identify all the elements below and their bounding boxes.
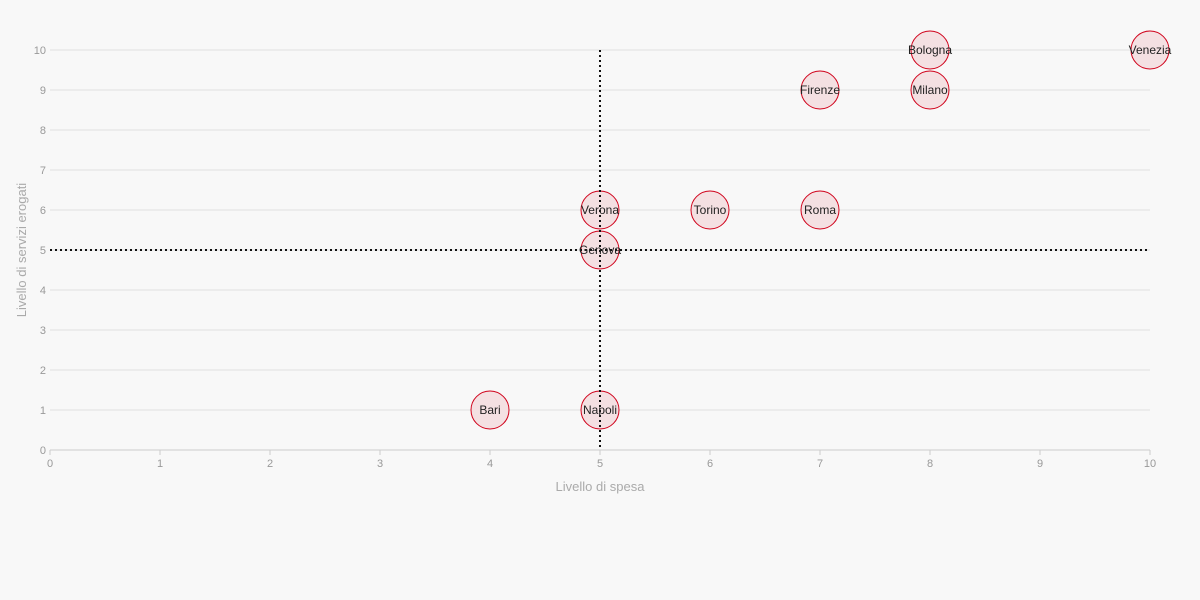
point-label: Torino xyxy=(694,203,727,217)
data-point xyxy=(1130,30,1170,70)
x-tick-label: 0 xyxy=(47,458,53,470)
point-label: Napoli xyxy=(583,403,617,417)
y-tick-label: 6 xyxy=(40,205,46,217)
x-tick-label: 10 xyxy=(1144,458,1156,470)
point-label: Bari xyxy=(479,403,500,417)
y-tick-label: 9 xyxy=(40,85,46,97)
point-label: Bologna xyxy=(908,43,952,57)
x-tick-label: 3 xyxy=(377,458,383,470)
data-point xyxy=(800,70,840,110)
point-label: Verona xyxy=(581,203,619,217)
x-tick-label: 8 xyxy=(927,458,933,470)
point-label: Roma xyxy=(804,203,836,217)
x-axis-title: Livello di spesa xyxy=(556,479,646,494)
x-tick-label: 5 xyxy=(597,458,603,470)
data-point xyxy=(910,30,950,70)
point-label: Milano xyxy=(912,83,948,97)
x-tick-label: 9 xyxy=(1037,458,1043,470)
point-label: Firenze xyxy=(800,83,840,97)
data-point xyxy=(800,190,840,230)
x-tick-label: 6 xyxy=(707,458,713,470)
x-tick-label: 1 xyxy=(157,458,163,470)
x-tick-label: 4 xyxy=(487,458,493,470)
y-tick-label: 10 xyxy=(34,45,46,57)
data-point xyxy=(690,190,730,230)
y-tick-label: 3 xyxy=(40,325,46,337)
point-labels: Venezia Bologna Milano Firenze Roma Torino Ver… xyxy=(479,43,1171,417)
point-label: Genova xyxy=(579,243,621,257)
y-axis-title: Livello di servizi erogati xyxy=(14,183,29,318)
tick-labels: 0 1 2 3 4 5 6 7 8 9 10 0 1 2 3 4 5 6 7 8 9 10 xyxy=(34,45,1156,470)
y-tick-label: 1 xyxy=(40,405,46,417)
point-label: Venezia xyxy=(1129,43,1172,57)
y-tick-label: 4 xyxy=(40,285,46,297)
reference-lines xyxy=(50,50,1150,450)
data-point xyxy=(910,70,950,110)
y-tick-label: 7 xyxy=(40,165,46,177)
y-tick-label: 8 xyxy=(40,125,46,137)
data-point xyxy=(470,390,510,430)
x-tick-label: 2 xyxy=(267,458,273,470)
y-tick-label: 2 xyxy=(40,365,46,377)
y-tick-label: 0 xyxy=(40,445,46,457)
y-tick-label: 5 xyxy=(40,245,46,257)
x-tick-label: 7 xyxy=(817,458,823,470)
